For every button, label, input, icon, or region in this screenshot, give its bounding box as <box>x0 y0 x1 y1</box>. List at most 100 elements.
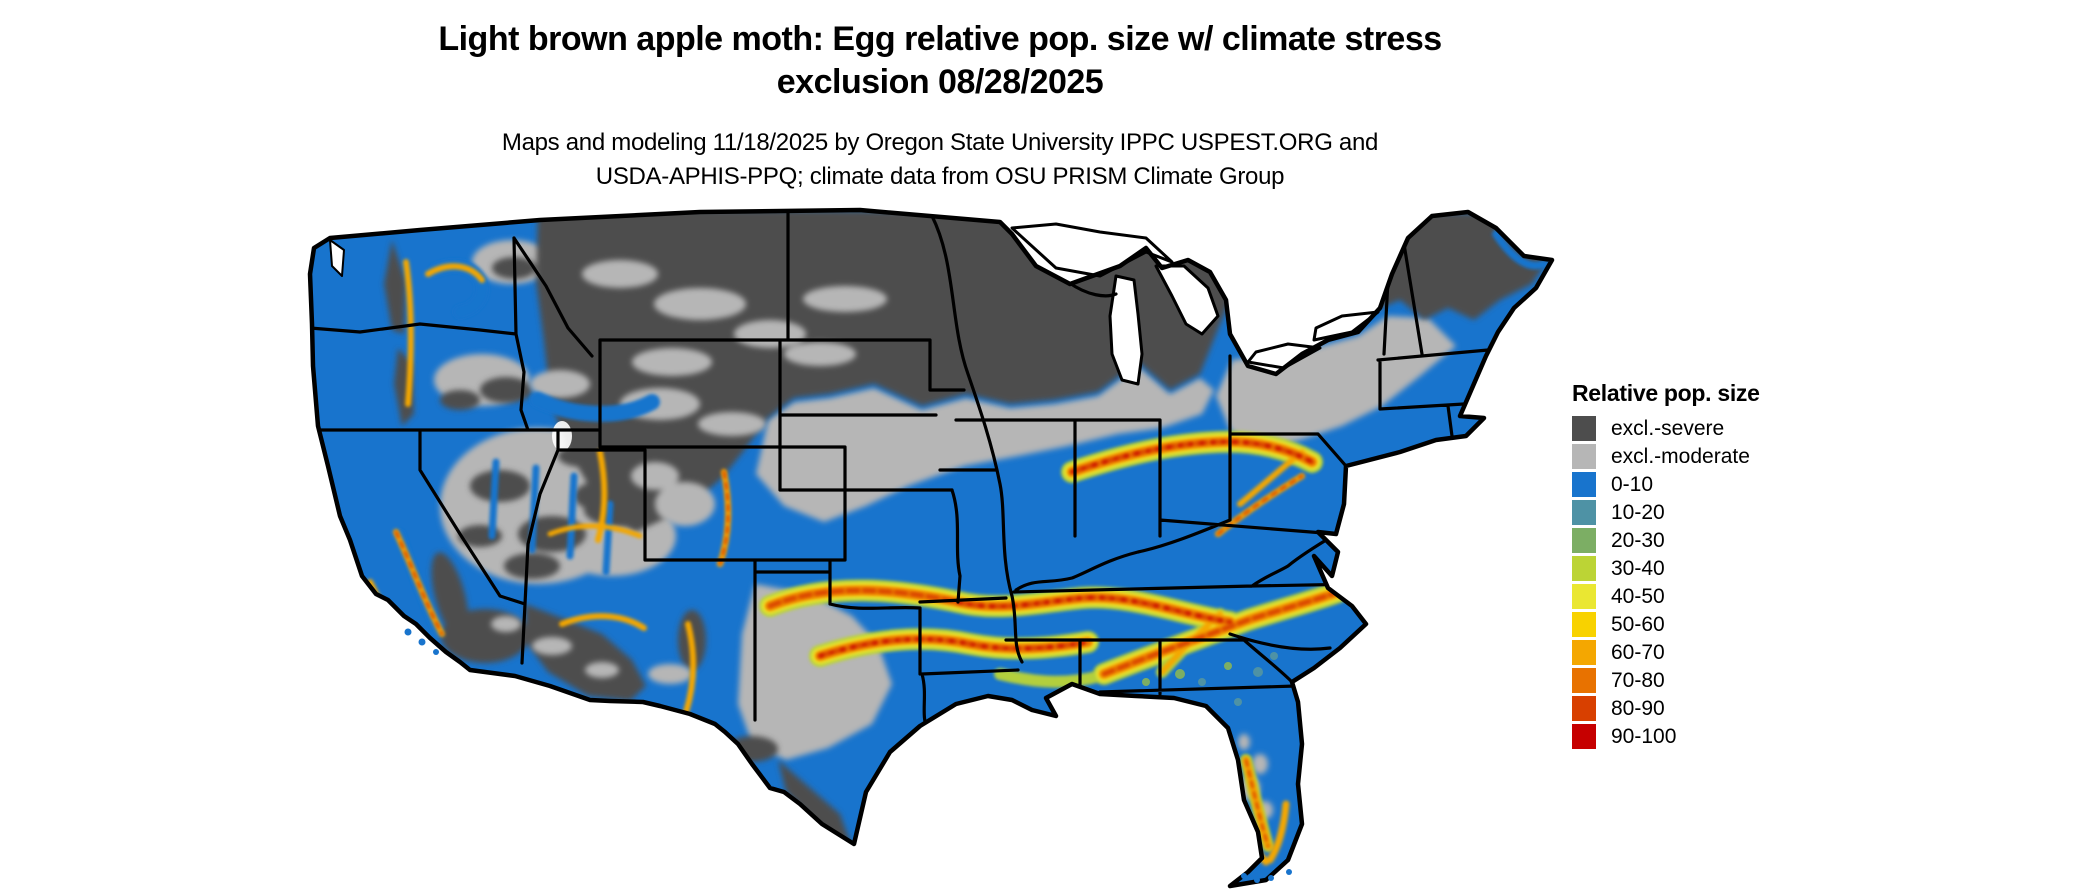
legend-item-0-10: 0-10 <box>1572 472 1872 497</box>
patch-florida-1 <box>1252 754 1268 774</box>
channel-island-2 <box>418 638 426 646</box>
legend-item-excl-moderate: excl.-moderate <box>1572 444 1872 469</box>
legend-swatch-30-40 <box>1572 556 1596 581</box>
patch-montana-1 <box>582 260 658 288</box>
region-basin-range-4 <box>504 553 560 579</box>
streak-snake-river-plain <box>530 392 660 422</box>
legend-swatch-40-50 <box>1572 584 1596 609</box>
speckle-teal-1 <box>1253 667 1263 677</box>
patch-florida-4 <box>1238 734 1250 750</box>
patch-wyoming-2 <box>698 412 766 436</box>
speckle-green-2 <box>1224 662 1232 670</box>
lake-michigan <box>1108 274 1144 386</box>
legend-item-50-60: 50-60 <box>1572 612 1872 637</box>
patch-colorado-2 <box>631 462 679 490</box>
legend-item-70-80: 70-80 <box>1572 668 1872 693</box>
legend-swatch-10-20 <box>1572 500 1596 525</box>
region-south-texas <box>778 760 854 852</box>
us-map-svg <box>307 207 1555 889</box>
legend-swatch-20-30 <box>1572 528 1596 553</box>
lake-huron <box>1154 264 1220 336</box>
legend-item-60-70: 60-70 <box>1572 640 1872 665</box>
map-title: Light brown apple moth: Egg relative pop… <box>290 18 1590 104</box>
national-outline <box>307 207 1555 889</box>
header: Light brown apple moth: Egg relative pop… <box>290 18 1590 194</box>
region-west-texas <box>738 584 892 760</box>
legend-swatch-excl-moderate <box>1572 444 1596 469</box>
legend-swatch-0-10 <box>1572 472 1596 497</box>
patch-montana-5 <box>632 348 712 376</box>
legend-swatch-90-100 <box>1572 724 1596 749</box>
speckle-green-1 <box>1175 669 1185 679</box>
channel-island-3 <box>433 649 439 655</box>
legend-label-40-50: 40-50 <box>1611 584 1665 608</box>
legend-label-80-90: 80-90 <box>1611 696 1665 720</box>
speckle-green-3 <box>1142 678 1150 686</box>
florida-key-1 <box>1241 873 1247 879</box>
map-gray-mottling <box>491 260 1273 819</box>
patch-idaho <box>530 370 590 398</box>
region-blue-mountains <box>480 377 532 403</box>
region-north-cascades <box>384 240 406 334</box>
offshore-islands <box>404 628 1292 883</box>
florida-key-3 <box>1268 875 1274 881</box>
patch-new-mexico <box>648 664 692 684</box>
streak-maine-coast <box>1492 230 1548 270</box>
legend-item-10-20: 10-20 <box>1572 500 1872 525</box>
legend-label-20-30: 20-30 <box>1611 528 1665 552</box>
legend-label-50-60: 50-60 <box>1611 612 1665 636</box>
legend-swatch-80-90 <box>1572 696 1596 721</box>
streak-nevada-valley-1 <box>488 458 500 540</box>
florida-key-2 <box>1254 877 1260 883</box>
legend-label-0-10: 0-10 <box>1611 472 1654 496</box>
region-newyork-pennsylvania <box>1216 316 1456 450</box>
puget-sound <box>329 239 345 277</box>
speckle-teal-4 <box>1234 698 1242 706</box>
legend-item-90-100: 90-100 <box>1572 724 1872 749</box>
region-plateau-highlands <box>584 493 660 527</box>
speckle-teal-2 <box>1270 652 1278 660</box>
legend-item-40-50: 40-50 <box>1572 584 1872 609</box>
legend-item-30-40: 30-40 <box>1572 556 1872 581</box>
streak-nevada-valley-2 <box>528 464 540 554</box>
streak-nevada-valley-4 <box>602 500 614 576</box>
state-borders <box>310 210 1490 734</box>
region-plains-band <box>756 366 1214 522</box>
legend-swatch-50-60 <box>1572 612 1596 637</box>
legend-label-60-70: 60-70 <box>1611 640 1665 664</box>
legend-label-90-100: 90-100 <box>1611 724 1677 748</box>
great-salt-lake <box>552 421 572 451</box>
region-sonoran-desert <box>525 604 646 701</box>
title-line-1: Light brown apple moth: Egg relative pop… <box>438 20 1442 58</box>
legend-label-70-80: 70-80 <box>1611 668 1665 692</box>
patch-sonoran-1 <box>532 637 572 655</box>
map-subtitle: Maps and modeling 11/18/2025 by Oregon S… <box>290 126 1590 194</box>
legend-item-excl-severe: excl.-severe <box>1572 416 1872 441</box>
region-central-oregon <box>440 390 480 410</box>
legend-swatch-excl-severe <box>1572 416 1596 441</box>
legend-label-excl-moderate: excl.-moderate <box>1611 444 1750 468</box>
patch-montana-4 <box>803 286 887 312</box>
florida-key-4 <box>1286 869 1292 875</box>
map-midrange-speckles <box>1142 652 1278 706</box>
legend-label-10-20: 10-20 <box>1611 500 1665 524</box>
legend-label-30-40: 30-40 <box>1611 556 1665 580</box>
patch-colorado-1 <box>655 482 715 526</box>
region-basin-range-1 <box>470 470 530 502</box>
legend-swatch-70-80 <box>1572 668 1596 693</box>
speckle-teal-3 <box>1198 678 1206 686</box>
legend-swatch-60-70 <box>1572 640 1596 665</box>
legend-title: Relative pop. size <box>1572 380 1760 406</box>
patch-sonoran-2 <box>585 662 619 678</box>
us-map <box>300 204 1560 892</box>
legend-item-80-90: 80-90 <box>1572 696 1872 721</box>
streak-nevada-valley-3 <box>566 472 578 560</box>
subtitle-line-2: USDA-APHIS-PPQ; climate data from OSU PR… <box>595 163 1285 190</box>
map-raster-layers <box>310 210 1552 886</box>
patch-montana-6 <box>784 342 856 366</box>
legend-label-excl-severe: excl.-severe <box>1611 416 1725 440</box>
patch-montana-2 <box>654 288 746 320</box>
patch-montana-3 <box>734 320 806 348</box>
lake-superior <box>1010 222 1174 278</box>
